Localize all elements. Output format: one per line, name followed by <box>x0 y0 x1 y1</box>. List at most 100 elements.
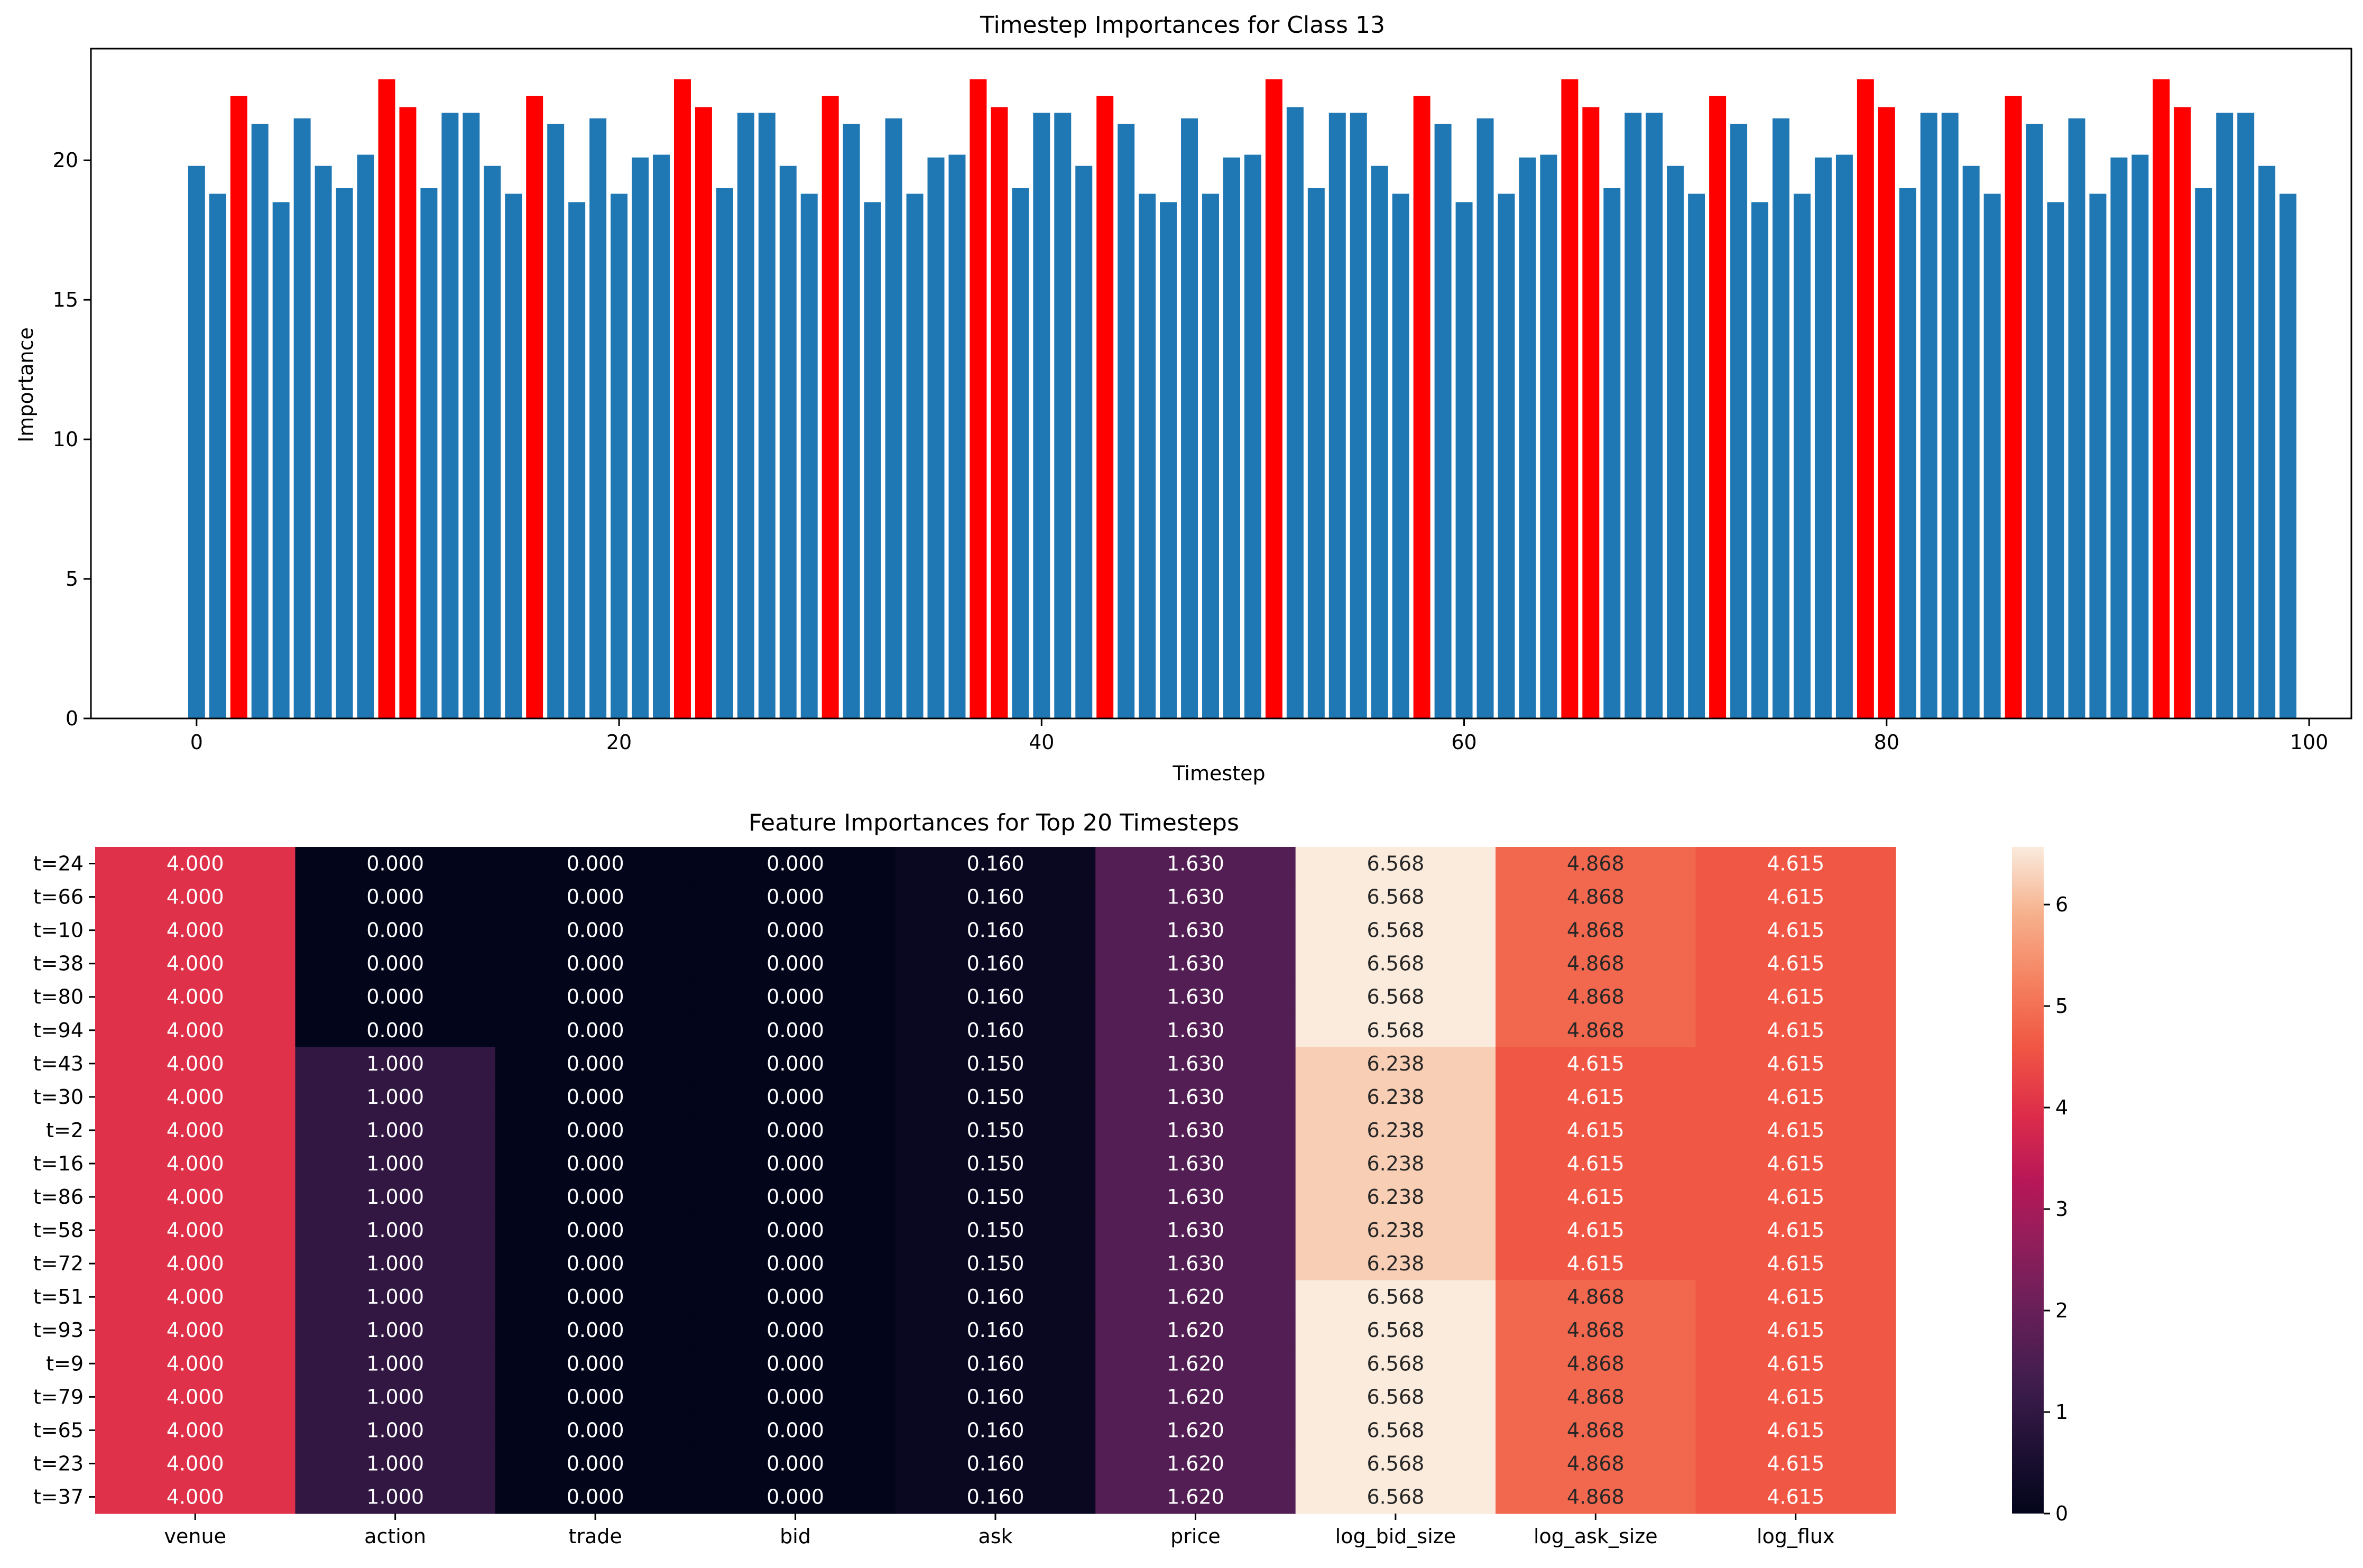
heatmap-cell-value: 1.630 <box>1167 1052 1224 1075</box>
heatmap-cell-value: 6.238 <box>1367 1119 1424 1142</box>
heatmap-cell-value: 4.615 <box>1767 1152 1824 1175</box>
heatmap-cell-value: 6.568 <box>1367 1385 1424 1408</box>
heatmap-cell-value: 4.615 <box>1567 1219 1624 1242</box>
heatmap-cell <box>95 980 296 1014</box>
heatmap-cell <box>1496 980 1696 1014</box>
bar-t94 <box>2174 107 2191 718</box>
column-label: action <box>364 1525 426 1548</box>
heatmap-cell-value: 4.615 <box>1767 985 1824 1009</box>
bar-t16 <box>526 96 543 718</box>
heatmap-cell-value: 4.000 <box>167 1352 224 1375</box>
row-label: t=86 <box>33 1185 84 1209</box>
row-label: t=51 <box>33 1285 84 1308</box>
heatmap-cell <box>695 1147 896 1181</box>
bar-t29 <box>800 193 818 718</box>
bar-t32 <box>864 202 881 719</box>
heatmap-cell <box>895 1280 1096 1314</box>
row-label: t=10 <box>33 919 84 942</box>
heatmap-cell <box>1695 1213 1896 1248</box>
bar-t66 <box>1582 107 1600 718</box>
heatmap-cell-value: 4.000 <box>167 1185 224 1209</box>
heatmap-cell <box>1295 1180 1496 1214</box>
heatmap-title: Feature Importances for Top 20 Timesteps <box>749 809 1239 836</box>
heatmap-cell-value: 0.160 <box>967 919 1024 942</box>
bar-t52 <box>1286 107 1304 718</box>
heatmap-cell-value: 0.160 <box>967 1418 1024 1442</box>
heatmap-cell <box>1095 1180 1296 1214</box>
y-tick-label: 0 <box>66 707 78 730</box>
bar-t99 <box>2279 193 2297 718</box>
bar-t34 <box>906 193 924 718</box>
heatmap-cell-value: 1.000 <box>366 1219 424 1242</box>
heatmap-cell <box>1095 1013 1296 1047</box>
bar-t91 <box>2110 157 2128 719</box>
heatmap-cell <box>1095 1480 1296 1514</box>
heatmap-cell <box>1295 980 1496 1014</box>
bar-t43 <box>1096 96 1114 718</box>
heatmap-cell <box>295 1213 496 1248</box>
bar-t90 <box>2089 193 2107 718</box>
heatmap-cell <box>495 947 696 981</box>
heatmap-cell-value: 1.630 <box>1167 952 1224 975</box>
bar-t47 <box>1181 118 1198 719</box>
heatmap-cell-value: 1.630 <box>1167 1152 1224 1175</box>
heatmap-cell-value: 0.000 <box>567 1019 624 1042</box>
y-tick-label: 5 <box>66 567 78 591</box>
x-tick-label: 20 <box>606 731 632 754</box>
heatmap-cell <box>695 1480 896 1514</box>
heatmap-cell-value: 4.615 <box>1767 1252 1824 1275</box>
heatmap-cell-value: 0.000 <box>567 1052 624 1075</box>
bar-t59 <box>1434 124 1452 719</box>
bar-t22 <box>653 154 670 718</box>
heatmap-cell-value: 1.630 <box>1167 1252 1224 1275</box>
heatmap-cell-value: 4.000 <box>167 1252 224 1275</box>
heatmap-cell <box>1295 1313 1496 1348</box>
column-label: log_ask_size <box>1534 1525 1658 1548</box>
bar-t75 <box>1773 118 1789 719</box>
heatmap-cell-value: 4.868 <box>1567 1452 1624 1475</box>
heatmap-cell <box>1695 1247 1896 1281</box>
heatmap-cell <box>95 1013 296 1047</box>
heatmap-cell-value: 1.620 <box>1167 1485 1224 1508</box>
heatmap-cell <box>1095 1247 1296 1281</box>
heatmap-cell-value: 4.000 <box>167 1452 224 1475</box>
bar-t72 <box>1709 96 1727 718</box>
heatmap-cell <box>95 1313 296 1348</box>
heatmap-cell <box>1095 1280 1296 1314</box>
heatmap-cell-value: 1.630 <box>1167 1185 1224 1209</box>
heatmap-cells: 4.000 0.000 0.000 0.000 0.160 1.630 6.568 4.868… <box>95 847 1896 1514</box>
heatmap-cell <box>495 1313 696 1348</box>
bar-t37 <box>970 79 987 719</box>
bar-t55 <box>1350 113 1367 718</box>
heatmap-cell <box>1695 1280 1896 1314</box>
heatmap-cell-value: 4.000 <box>167 1485 224 1508</box>
heatmap-cell-value: 0.160 <box>967 1019 1024 1042</box>
bar-t9 <box>378 79 395 719</box>
heatmap-cell-value: 0.000 <box>366 852 424 875</box>
heatmap-cell-value: 6.568 <box>1367 952 1424 975</box>
heatmap-cell <box>295 1346 496 1381</box>
heatmap-cell <box>1095 1213 1296 1248</box>
bar-t8 <box>357 154 374 718</box>
heatmap-cell-value: 4.000 <box>167 1052 224 1075</box>
heatmap-cell-value: 0.150 <box>967 1052 1024 1075</box>
bar-t93 <box>2153 79 2170 719</box>
bar-t28 <box>779 165 797 719</box>
heatmap-cell-value: 0.000 <box>366 952 424 975</box>
heatmap-cell-value: 0.000 <box>767 1085 824 1109</box>
heatmap-cell-value: 4.000 <box>167 1219 224 1242</box>
heatmap-cell <box>495 1413 696 1447</box>
bar-t54 <box>1328 113 1346 718</box>
bar-t51 <box>1265 79 1282 719</box>
heatmap-cell <box>1496 1480 1696 1514</box>
heatmap-cell <box>295 1413 496 1447</box>
bar-t62 <box>1498 193 1515 718</box>
heatmap-cell <box>1095 1313 1296 1348</box>
heatmap-cell <box>1095 947 1296 981</box>
heatmap-cell <box>1095 1413 1296 1447</box>
heatmap-cell <box>1295 914 1496 947</box>
heatmap-cell <box>1496 847 1696 881</box>
heatmap-cell-value: 0.000 <box>567 852 624 875</box>
bar-t45 <box>1139 193 1156 718</box>
y-tick-label: 10 <box>53 428 78 451</box>
